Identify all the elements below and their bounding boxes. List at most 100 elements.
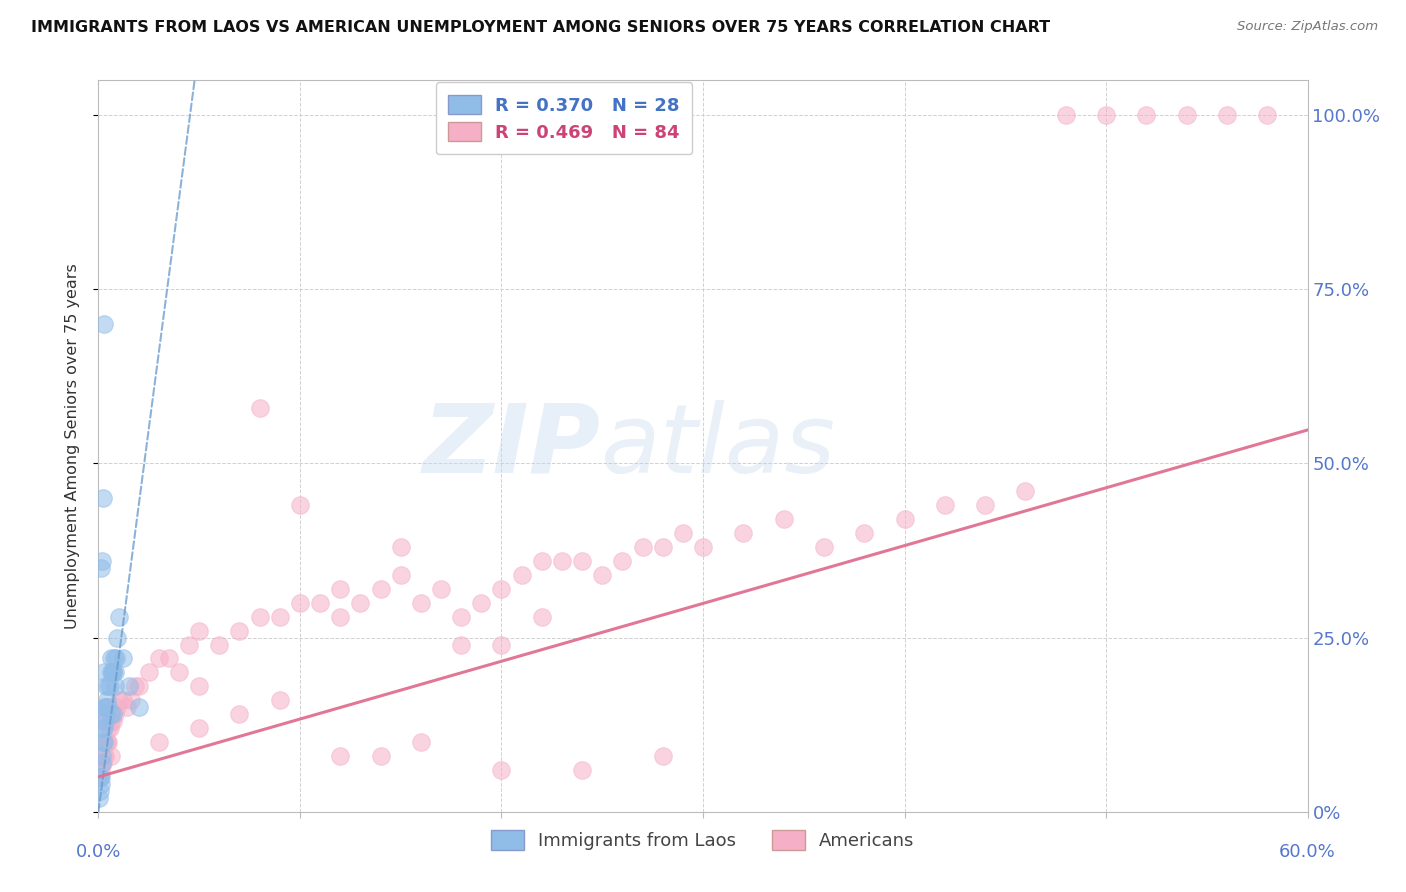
Point — [93, 700, 115, 714]
Point — [97, 700, 120, 714]
Point — [124, 679, 146, 693]
Point — [329, 582, 352, 596]
Point — [91, 756, 114, 770]
Point — [97, 679, 120, 693]
Point — [94, 707, 117, 722]
Text: 0.0%: 0.0% — [76, 843, 121, 861]
Point — [103, 707, 125, 722]
Point — [107, 693, 129, 707]
Point — [100, 749, 122, 764]
Point — [179, 638, 201, 652]
Point — [329, 749, 352, 764]
Point — [1014, 484, 1036, 499]
Point — [450, 638, 472, 652]
Point — [934, 498, 956, 512]
Point — [93, 721, 115, 735]
Point — [93, 317, 115, 331]
Text: ZIP: ZIP — [422, 400, 600, 492]
Point — [651, 540, 673, 554]
Point — [571, 763, 593, 777]
Point — [491, 582, 513, 596]
Point — [288, 596, 311, 610]
Point — [853, 526, 876, 541]
Point — [94, 714, 117, 728]
Point — [309, 596, 332, 610]
Point — [188, 721, 211, 735]
Point — [98, 679, 121, 693]
Point — [288, 498, 311, 512]
Point — [389, 540, 412, 554]
Point — [651, 749, 673, 764]
Point — [491, 638, 513, 652]
Point — [491, 763, 513, 777]
Point — [93, 749, 115, 764]
Point — [1054, 108, 1077, 122]
Point — [128, 679, 150, 693]
Point — [370, 749, 392, 764]
Point — [249, 609, 271, 624]
Point — [530, 609, 553, 624]
Point — [93, 491, 115, 506]
Point — [97, 721, 120, 735]
Point — [148, 735, 170, 749]
Point — [128, 700, 150, 714]
Point — [89, 770, 111, 784]
Point — [370, 582, 392, 596]
Point — [90, 770, 112, 784]
Point — [148, 651, 170, 665]
Point — [1095, 108, 1118, 122]
Point — [93, 756, 115, 770]
Point — [91, 756, 114, 770]
Point — [167, 665, 190, 680]
Point — [91, 749, 114, 764]
Point — [90, 763, 112, 777]
Point — [692, 540, 714, 554]
Point — [105, 631, 128, 645]
Text: atlas: atlas — [600, 400, 835, 492]
Point — [612, 554, 634, 568]
Point — [120, 693, 142, 707]
Point — [138, 665, 160, 680]
Point — [772, 512, 794, 526]
Point — [228, 707, 250, 722]
Point — [94, 749, 117, 764]
Point — [893, 512, 915, 526]
Point — [96, 735, 118, 749]
Point — [90, 561, 112, 575]
Point — [96, 735, 118, 749]
Point — [93, 665, 115, 680]
Point — [100, 665, 122, 680]
Point — [91, 735, 114, 749]
Point — [89, 790, 111, 805]
Point — [591, 567, 613, 582]
Point — [188, 679, 211, 693]
Point — [111, 693, 134, 707]
Point — [100, 665, 122, 680]
Point — [90, 777, 112, 791]
Point — [329, 609, 352, 624]
Point — [1175, 108, 1198, 122]
Point — [631, 540, 654, 554]
Legend: Immigrants from Laos, Americans: Immigrants from Laos, Americans — [484, 823, 922, 857]
Point — [551, 554, 574, 568]
Point — [389, 567, 412, 582]
Point — [1216, 108, 1239, 122]
Point — [107, 609, 129, 624]
Point — [93, 721, 115, 735]
Y-axis label: Unemployment Among Seniors over 75 years: Unemployment Among Seniors over 75 years — [65, 263, 80, 629]
Point — [249, 401, 271, 415]
Point — [101, 665, 124, 680]
Point — [98, 721, 121, 735]
Point — [91, 554, 114, 568]
Point — [89, 784, 111, 798]
Point — [269, 693, 291, 707]
Point — [96, 700, 118, 714]
Point — [974, 498, 997, 512]
Point — [349, 596, 371, 610]
Point — [104, 651, 127, 665]
Point — [118, 679, 141, 693]
Point — [101, 665, 124, 680]
Point — [1256, 108, 1278, 122]
Point — [672, 526, 695, 541]
Point — [530, 554, 553, 568]
